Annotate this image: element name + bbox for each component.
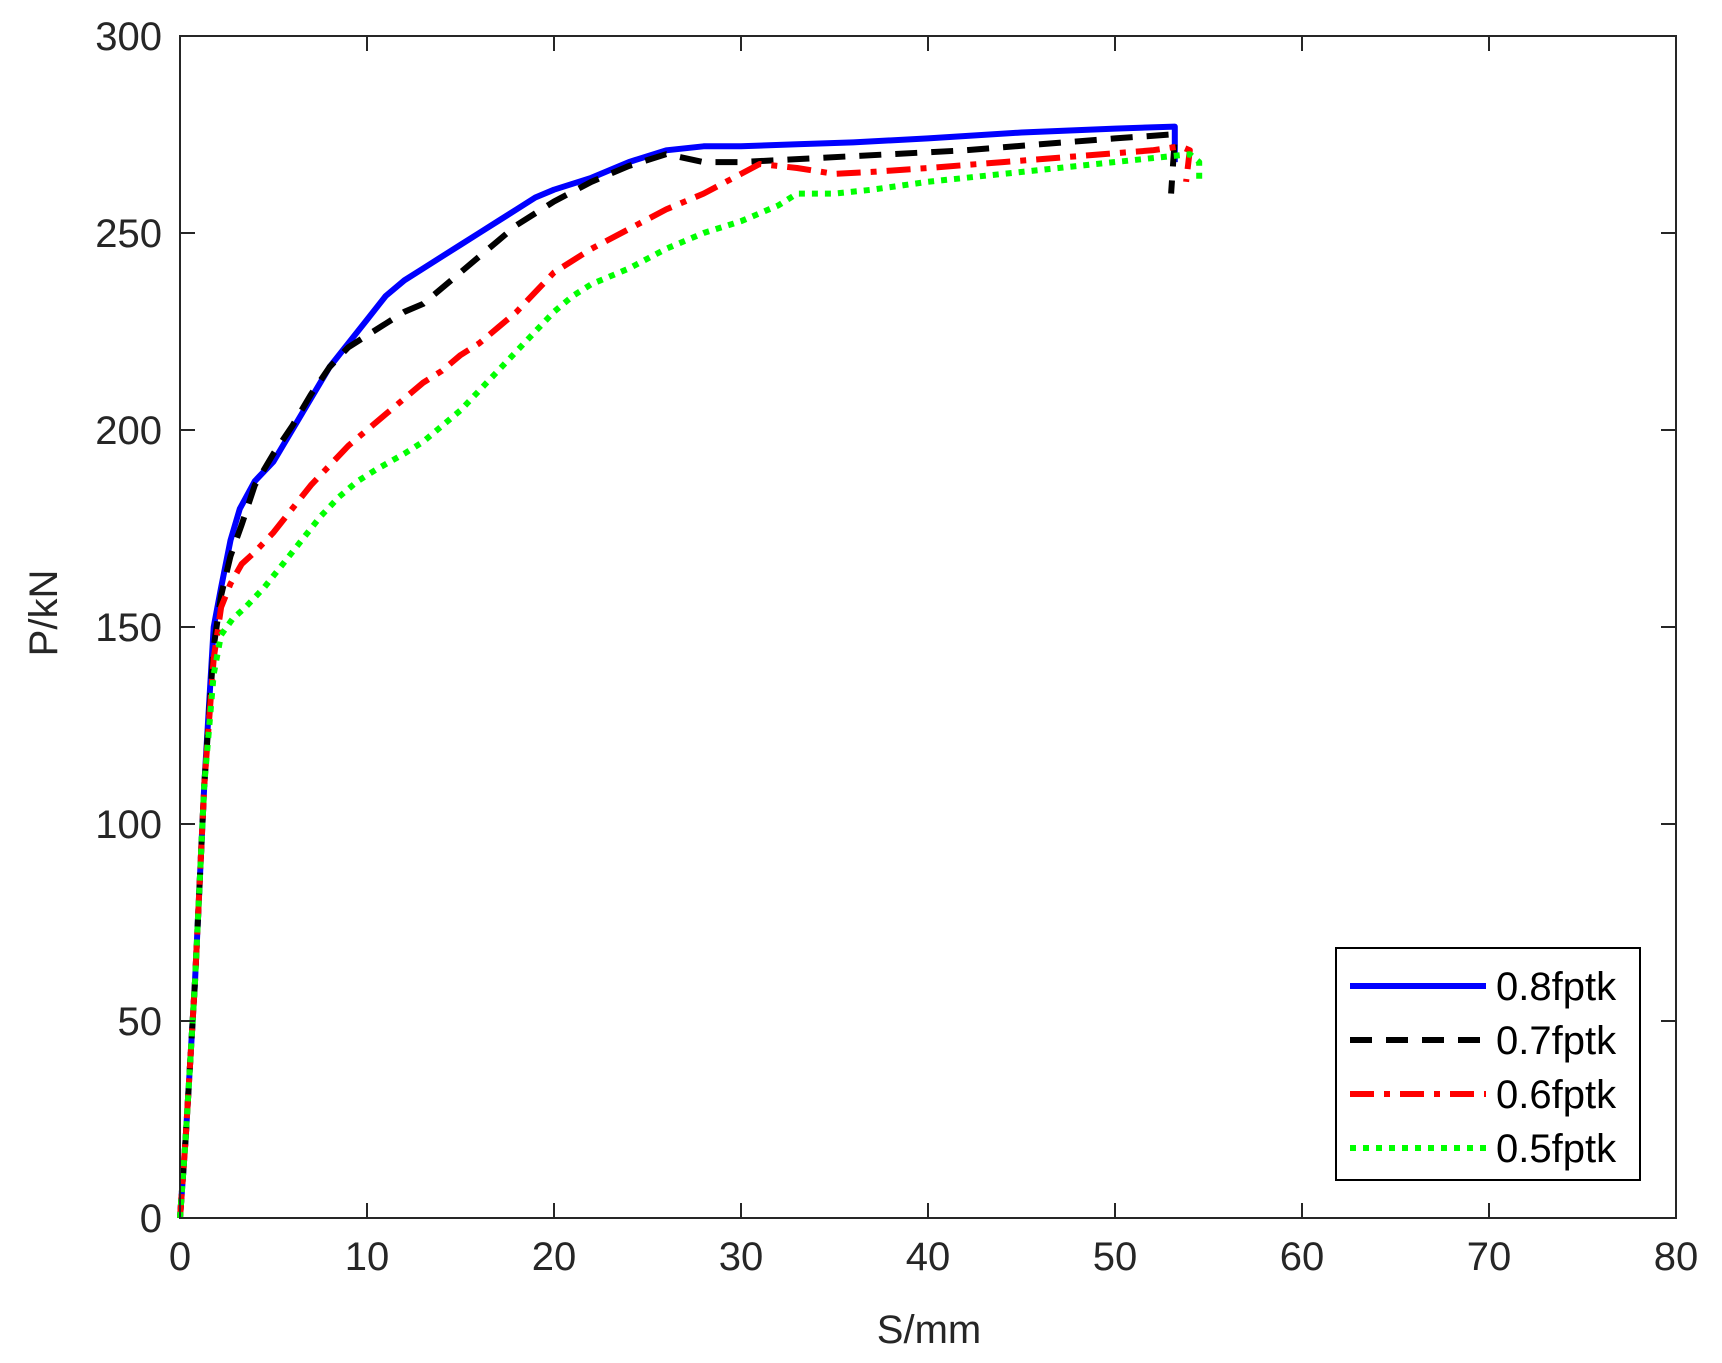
series-line-0.8fptk (177, 123, 1178, 1219)
x-tick-label: 70 (1467, 1235, 1512, 1279)
y-axis-title: P/kN (22, 570, 66, 657)
x-tick-label: 0 (169, 1235, 191, 1279)
x-tick-label: 30 (719, 1235, 764, 1279)
x-tick-label: 50 (1093, 1235, 1138, 1279)
series-layer (177, 123, 1203, 1219)
x-tick-label: 40 (906, 1235, 951, 1279)
legend-label: 0.6fptk (1496, 1073, 1617, 1117)
x-tick-label: 10 (345, 1235, 390, 1279)
y-tick-label: 150 (95, 606, 162, 650)
y-tick-label: 300 (95, 15, 162, 59)
axes-layer: 0 10 20 30 40 50 60 70 80 0 50 100 150 200 250 300 (95, 15, 1698, 1279)
y-tick-label: 100 (95, 803, 162, 847)
series-line-0.6fptk (177, 143, 1193, 1219)
x-axis-title: S/mm (877, 1308, 981, 1352)
series-line-0.7fptk (177, 131, 1178, 1219)
series-line-0.5fptk (177, 151, 1203, 1219)
legend-label: 0.7fptk (1496, 1019, 1617, 1063)
x-tick-label: 60 (1280, 1235, 1325, 1279)
y-tick-label: 0 (140, 1197, 162, 1241)
x-tick-label: 20 (532, 1235, 577, 1279)
legend-label: 0.8fptk (1496, 965, 1617, 1009)
legend-label: 0.5fptk (1496, 1127, 1617, 1171)
legend: 0.8fptk 0.7fptk 0.6fptk 0.5fptk (1335, 947, 1641, 1181)
y-tick-label: 50 (118, 1000, 163, 1044)
y-tick-label: 200 (95, 409, 162, 453)
y-tick-label: 250 (95, 212, 162, 256)
x-tick-label: 80 (1654, 1235, 1699, 1279)
